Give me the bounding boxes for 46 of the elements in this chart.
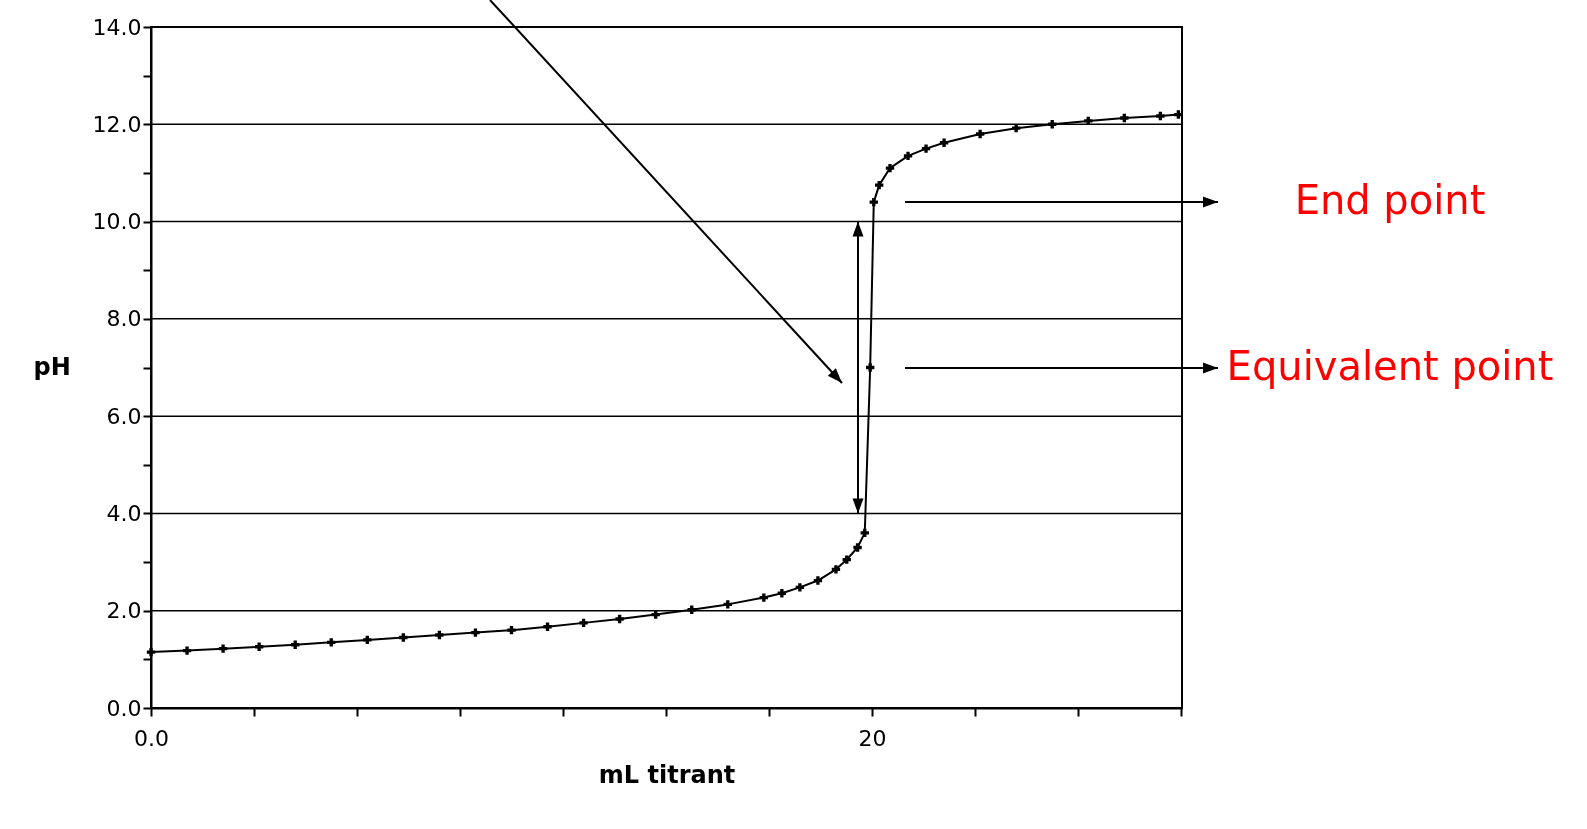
point (146, 647, 156, 657)
x-axis-title: mL titrant (598, 760, 736, 789)
point (218, 644, 228, 653)
point (842, 555, 851, 564)
point (875, 180, 884, 190)
point (435, 630, 444, 640)
point (903, 151, 913, 161)
point (869, 197, 878, 207)
point (543, 622, 552, 631)
point (885, 163, 895, 173)
point (975, 129, 985, 139)
point (813, 576, 823, 585)
point (579, 618, 588, 628)
text: End point (1294, 177, 1486, 223)
point (471, 628, 480, 637)
point (615, 614, 624, 624)
y-tick-label: 2.0 (106, 598, 142, 624)
point (759, 593, 769, 602)
point (327, 638, 336, 647)
y-tick-label: 10.0 (92, 209, 142, 235)
point (853, 543, 862, 552)
y-axis-title: pH (33, 353, 71, 381)
point (507, 625, 516, 635)
point (860, 528, 869, 538)
point (182, 646, 192, 655)
y-tick-label: 14.0 (92, 14, 142, 40)
y-tick-label: 12.0 (92, 111, 142, 137)
point (399, 633, 408, 642)
point (254, 642, 264, 651)
point (1156, 111, 1165, 121)
point (723, 600, 732, 609)
y-tick-label: 4.0 (106, 500, 142, 526)
point (865, 363, 875, 372)
point (651, 610, 660, 619)
x-tick-label: 20 (858, 725, 887, 751)
y-tick-label: 6.0 (106, 403, 142, 429)
point (939, 138, 949, 147)
y-tick-label: 8.0 (106, 306, 142, 332)
point (777, 589, 787, 598)
point (363, 635, 372, 645)
point (795, 583, 805, 592)
point (1120, 113, 1129, 123)
text: Equivalent point (1226, 343, 1554, 389)
y-tick-label: 0.0 (106, 695, 142, 721)
point (831, 565, 841, 574)
point (921, 144, 931, 153)
